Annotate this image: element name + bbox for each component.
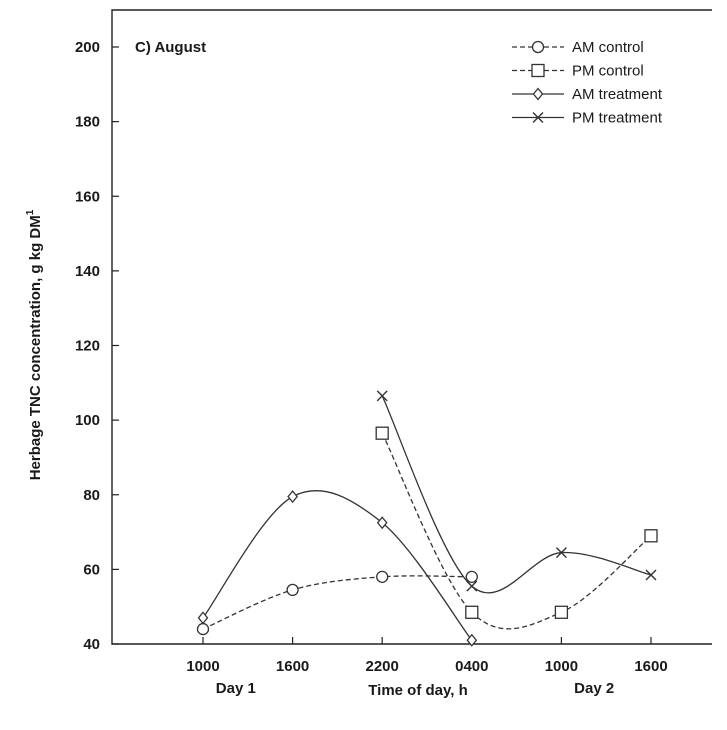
legend-label-pm-treatment: PM treatment	[572, 110, 663, 127]
legend-marker-pm-control	[531, 63, 545, 78]
data-point-pm-control	[465, 605, 479, 619]
x-tick-label: 0400	[455, 658, 488, 675]
data-point-pm-control	[644, 529, 658, 543]
y-tick-label: 180	[75, 114, 100, 131]
axes: 40 60 80 100 120 140 160 180 200 1000 1600 2200 0400…	[75, 9, 712, 697]
legend-marker-am-control	[531, 40, 545, 54]
y-tick-label: 60	[83, 561, 100, 578]
data-point-pm-treatment	[376, 390, 388, 402]
series-line-am-control	[202, 575, 472, 630]
y-tick-label: 40	[83, 636, 100, 653]
y-tick-label: 80	[83, 487, 100, 504]
x-tick-label: 1600	[634, 658, 667, 675]
x-tick-label: 1600	[276, 658, 309, 675]
y-tick-label: 140	[75, 263, 100, 280]
data-point-am-control	[465, 570, 478, 583]
x-marker-stroke	[376, 390, 388, 402]
data-point-pm-control	[554, 605, 569, 619]
data-point-am-treatment	[376, 516, 388, 530]
legend-label-pm-control: PM control	[572, 63, 644, 80]
data-point-pm-treatment	[466, 580, 478, 592]
x-tick-label: 2200	[366, 658, 399, 675]
series-line-am-treatment	[202, 489, 473, 641]
legend-marker-pm-treatment	[532, 112, 544, 123]
x-tick-label: 1000	[545, 658, 578, 675]
y-axis-title-group: Herbage TNC concentration, g kg DM1	[25, 209, 44, 480]
legend-label-am-control: AM control	[572, 39, 644, 56]
x-marker-stroke	[466, 580, 478, 592]
series-layer	[196, 390, 658, 647]
series-line-pm-control	[381, 432, 652, 630]
y-axis-title-superscript: 1	[25, 209, 36, 215]
data-point-am-control	[286, 583, 299, 597]
y-tick-label: 160	[75, 188, 100, 205]
data-point-pm-treatment	[645, 569, 657, 581]
data-point-am-control	[376, 570, 389, 583]
data-point-am-control	[196, 622, 210, 636]
data-point-am-treatment	[466, 633, 478, 647]
data-point-pm-treatment	[555, 547, 567, 559]
day-label: Day 2	[574, 680, 614, 697]
panel-label: C) August	[135, 39, 206, 56]
x-axis-title: Time of day, h	[368, 682, 467, 699]
day-label: Day 1	[216, 680, 256, 697]
data-point-am-treatment	[197, 611, 209, 625]
x-marker-stroke	[645, 569, 657, 581]
legend-label-am-treatment: AM treatment	[572, 86, 663, 103]
series-line-pm-treatment	[381, 395, 652, 594]
data-point-am-treatment	[287, 490, 298, 504]
legend: AM control PM control AM treatment PM treat…	[512, 39, 663, 127]
x-tick-label: 1000	[186, 658, 219, 675]
y-axis-title: Herbage TNC concentration, g kg DM	[27, 215, 44, 480]
y-tick-label: 200	[75, 39, 100, 56]
x-marker-stroke	[532, 112, 544, 123]
x-marker-stroke	[555, 547, 567, 559]
y-tick-label: 100	[75, 412, 100, 429]
y-tick-label: 120	[75, 338, 100, 355]
plot-frame	[111, 9, 712, 645]
legend-marker-am-treatment	[532, 87, 544, 101]
svg-text:Herbage TNC concentration, g k: Herbage TNC concentration, g kg DM1	[25, 209, 44, 480]
data-point-pm-control	[375, 426, 389, 440]
